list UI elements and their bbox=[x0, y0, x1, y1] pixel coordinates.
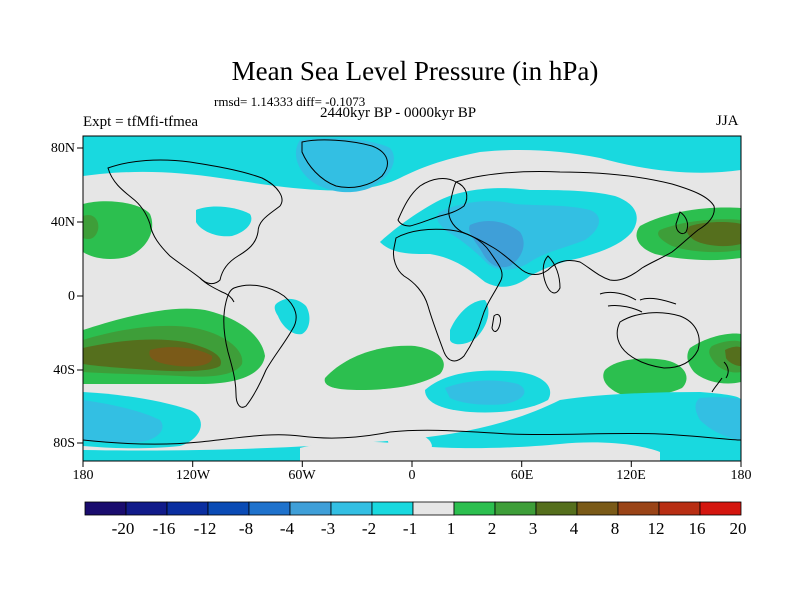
colorbar-label: -1 bbox=[402, 519, 418, 538]
colorbar-swatch bbox=[576, 501, 619, 516]
coast-antarctica bbox=[83, 429, 741, 445]
lat-label-40s: 40S bbox=[53, 363, 75, 378]
coast-indonesia bbox=[599, 291, 677, 313]
colorbar-label: 2 bbox=[487, 519, 497, 538]
coast-new-zealand bbox=[711, 361, 729, 393]
lon-label-180e: 180 bbox=[730, 468, 752, 483]
colorbar-swatch bbox=[330, 501, 373, 516]
colorbar-swatch bbox=[658, 501, 701, 516]
coast-madagascar bbox=[491, 313, 501, 332]
neg-region-greenland bbox=[295, 138, 394, 193]
lon-label-0: 0 bbox=[408, 468, 416, 483]
pos-region-s-indian bbox=[603, 358, 687, 396]
colorbar-swatch bbox=[535, 501, 578, 516]
axis-ticks bbox=[77, 147, 742, 467]
map-title: Mean Sea Level Pressure (in hPa) bbox=[231, 56, 599, 86]
coast-australia bbox=[616, 312, 700, 369]
colorbar-label: 4 bbox=[569, 519, 579, 538]
colorbar-swatch bbox=[248, 501, 291, 516]
colorbar-label: 12 bbox=[647, 519, 665, 538]
neg-region-n-pacific-cyan bbox=[196, 206, 252, 237]
lat-label-0: 0 bbox=[68, 289, 75, 304]
season-label: JJA bbox=[716, 113, 739, 129]
lat-label-40n: 40N bbox=[50, 215, 75, 230]
pos-region-sw-pacific-core2 bbox=[725, 346, 741, 366]
colorbar-swatch bbox=[371, 501, 414, 516]
pos-region-s-atlantic bbox=[324, 345, 444, 390]
colorbar-label: 20 bbox=[729, 519, 747, 538]
pos-region-n-pacific-east bbox=[83, 201, 153, 259]
colorbar-swatch bbox=[207, 501, 250, 516]
colorbar-swatch bbox=[125, 501, 168, 516]
colorbar-swatch bbox=[289, 501, 332, 516]
neg-region-s-atlantic bbox=[274, 298, 310, 335]
colorbar-label: 1 bbox=[446, 519, 456, 538]
colorbar-label: 8 bbox=[610, 519, 620, 538]
colorbar-swatch bbox=[617, 501, 660, 516]
colorbar-label: 16 bbox=[688, 519, 706, 538]
period-text: 2440kyr BP - 0000kyr BP bbox=[320, 105, 477, 121]
colorbar-swatch bbox=[494, 501, 537, 516]
colorbar-label: 3 bbox=[528, 519, 538, 538]
lon-label-120w: 120W bbox=[175, 468, 211, 483]
contour-field bbox=[83, 136, 741, 461]
colorbar-label: -2 bbox=[361, 519, 377, 538]
neg-region-s-indian-low-core bbox=[445, 380, 525, 405]
pos-region-s-pacific-4 bbox=[149, 347, 213, 367]
coast-asia bbox=[448, 170, 715, 281]
coast-north-america bbox=[107, 159, 283, 285]
stats-text: rmsd= 1.14333 diff= -0.1073 bbox=[214, 94, 366, 109]
colorbar-label: -3 bbox=[320, 519, 336, 538]
colorbar-label: -8 bbox=[238, 519, 254, 538]
coast-greenland bbox=[301, 139, 388, 189]
neg-region-se-africa bbox=[450, 300, 489, 345]
coast-south-america bbox=[223, 284, 297, 408]
colorbar-swatch bbox=[166, 501, 209, 516]
neg-region-eurasia-core2 bbox=[469, 220, 524, 268]
lon-label-180w: 180 bbox=[72, 468, 94, 483]
colorbar-swatch bbox=[453, 501, 496, 516]
colorbar-label: -12 bbox=[193, 519, 217, 538]
coast-europe bbox=[397, 178, 468, 227]
coast-india bbox=[542, 255, 561, 294]
neg-region-arctic bbox=[83, 136, 741, 191]
pos-region-n-pacific-east-core bbox=[83, 214, 99, 240]
experiment-label: Expt = tfMfi-tfmea bbox=[83, 114, 199, 130]
neg-region-antarctic-east-core bbox=[695, 397, 741, 440]
lon-label-60w: 60W bbox=[288, 468, 316, 483]
lat-label-80n: 80N bbox=[50, 141, 75, 156]
colorbar-swatch bbox=[412, 501, 455, 516]
colorbar-swatch bbox=[84, 501, 127, 516]
neg-region-southern-ocean-core bbox=[83, 400, 163, 443]
colorbar-label: -16 bbox=[152, 519, 176, 538]
coast-central-america bbox=[199, 277, 235, 303]
colorbar-label: -20 bbox=[111, 519, 135, 538]
lon-label-60e: 60E bbox=[510, 468, 534, 483]
colorbar-label: -4 bbox=[279, 519, 295, 538]
lon-label-120e: 120E bbox=[616, 468, 646, 483]
neutral-antarctic-patch2 bbox=[300, 441, 660, 461]
coastlines bbox=[83, 139, 741, 445]
coast-japan bbox=[675, 211, 689, 235]
colorbar-swatch bbox=[699, 501, 742, 516]
lat-label-80s: 80S bbox=[53, 436, 75, 451]
colorbar bbox=[84, 501, 742, 516]
